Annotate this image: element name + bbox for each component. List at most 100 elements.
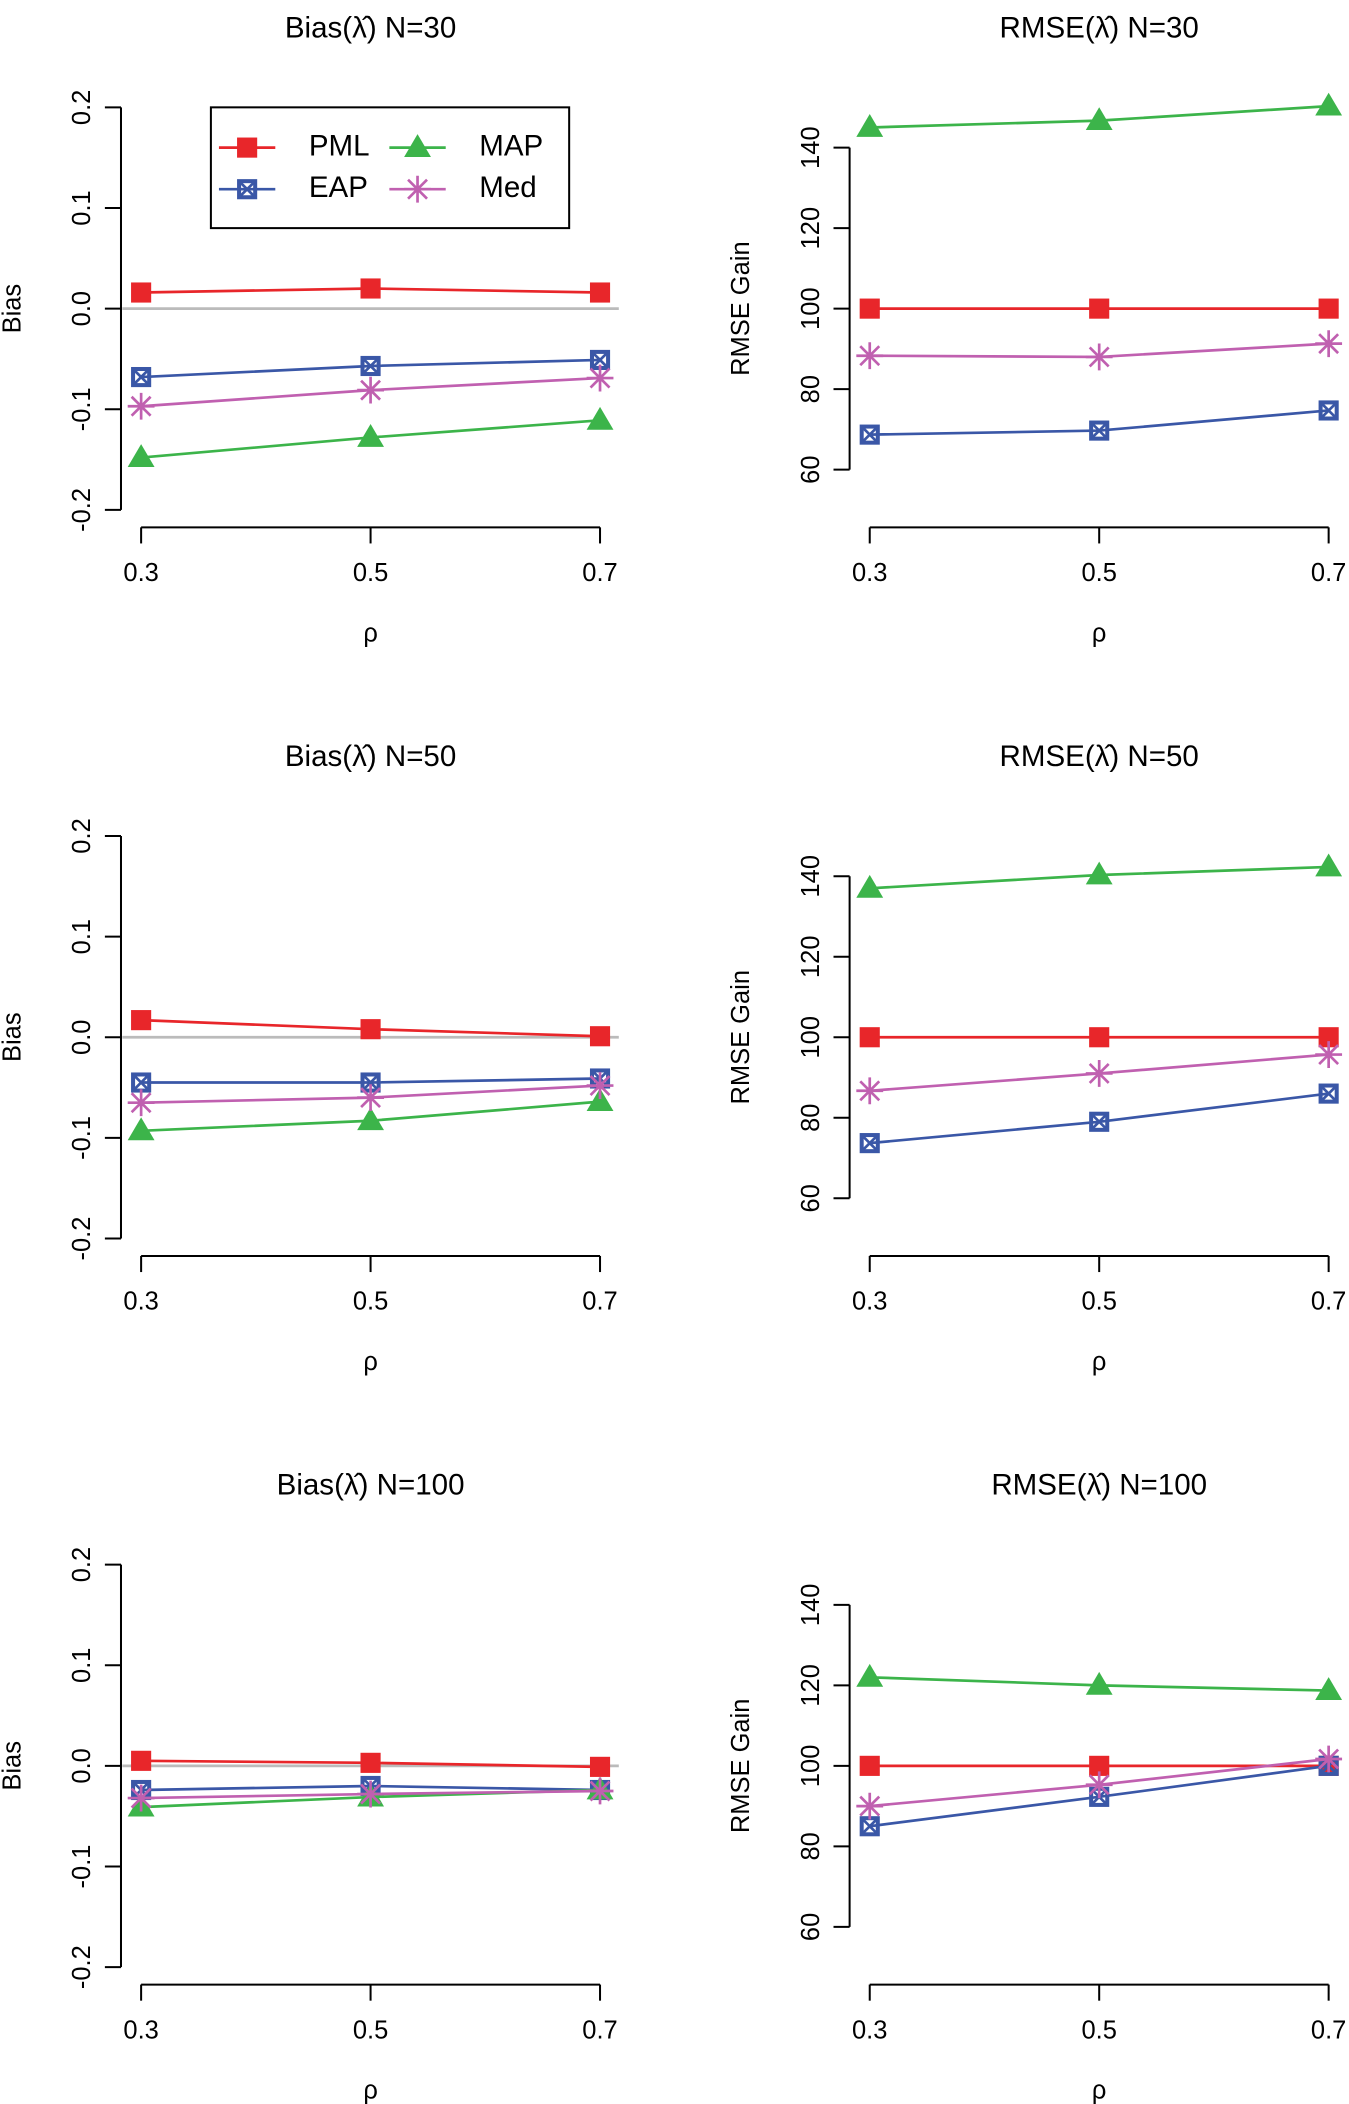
marker-triangle bbox=[856, 114, 884, 137]
marker-asterisk bbox=[1315, 1041, 1343, 1068]
marker-square bbox=[859, 1027, 880, 1048]
marker-star bbox=[127, 392, 155, 420]
marker-asterisk bbox=[856, 1077, 884, 1105]
marker-cross bbox=[1319, 1084, 1338, 1103]
marker-triangle bbox=[586, 1088, 614, 1112]
marker-star bbox=[586, 1072, 614, 1099]
marker-asterisk bbox=[1085, 343, 1113, 371]
marker-star bbox=[127, 1089, 155, 1117]
marker-square bbox=[1318, 298, 1339, 319]
marker-triangle bbox=[127, 444, 155, 467]
marker-cross bbox=[132, 368, 151, 387]
y-tick-label: 80 bbox=[797, 1832, 825, 1860]
chart-title: RMSE(λ̂) N=50 bbox=[1000, 740, 1199, 773]
marker-square bbox=[360, 1752, 381, 1773]
marker-star bbox=[127, 1784, 155, 1812]
y-tick-label: -0.2 bbox=[68, 1217, 96, 1261]
marker-square bbox=[131, 1750, 152, 1771]
x-tick-label: 0.5 bbox=[353, 2016, 388, 2044]
marker-asterisk bbox=[357, 1084, 384, 1112]
legend-marker bbox=[237, 137, 258, 158]
marker-triangle bbox=[357, 1107, 384, 1131]
marker-square bbox=[360, 278, 381, 299]
marker-box bbox=[1089, 420, 1110, 441]
x-tick-label: 0.3 bbox=[123, 559, 158, 587]
marker-square bbox=[1089, 1755, 1110, 1776]
marker-square bbox=[589, 1756, 611, 1777]
marker-square bbox=[1089, 1027, 1110, 1048]
marker-asterisk bbox=[357, 376, 384, 404]
marker-box-x bbox=[1318, 400, 1339, 421]
y-tick-label: 80 bbox=[797, 375, 825, 403]
marker-star bbox=[404, 175, 431, 203]
marker-box bbox=[1089, 1111, 1110, 1132]
y-tick-label: 100 bbox=[797, 1016, 825, 1059]
marker-star bbox=[357, 1780, 384, 1808]
legend-label: MAP bbox=[479, 129, 543, 162]
y-tick-label: 0.0 bbox=[68, 1748, 96, 1783]
y-axis-label: Bias bbox=[0, 1012, 26, 1062]
y-tick-label: 140 bbox=[797, 1584, 825, 1627]
x-axis-label: ρ bbox=[1092, 1348, 1107, 1376]
y-axis-label: Bias bbox=[0, 284, 26, 334]
y-tick-label: 0.0 bbox=[68, 291, 96, 326]
marker-square bbox=[1318, 1027, 1339, 1048]
marker-cross bbox=[132, 1073, 151, 1092]
y-tick-label: 0.1 bbox=[68, 919, 96, 954]
marker-star bbox=[1085, 1771, 1113, 1799]
marker-star bbox=[1315, 1041, 1343, 1068]
marker-star bbox=[856, 342, 884, 370]
marker-star bbox=[586, 364, 614, 392]
y-tick-label: 0.2 bbox=[68, 90, 96, 125]
x-axis-label: ρ bbox=[363, 2077, 378, 2104]
y-tick-label: 140 bbox=[797, 126, 825, 169]
marker-asterisk bbox=[127, 1089, 155, 1117]
marker-box bbox=[131, 366, 152, 388]
marker-asterisk bbox=[586, 364, 614, 392]
chart-title: Bias(λ̂) N=100 bbox=[277, 1469, 465, 1502]
y-tick-label: 120 bbox=[797, 1664, 825, 1707]
series-line bbox=[869, 1092, 1329, 1145]
y-axis-label: Bias bbox=[0, 1741, 26, 1791]
marker-asterisk bbox=[586, 1777, 614, 1805]
marker-cross bbox=[1090, 421, 1109, 440]
y-tick-label: 120 bbox=[797, 207, 825, 250]
marker-star bbox=[1315, 330, 1343, 358]
marker-box-x bbox=[131, 366, 152, 388]
marker-cross bbox=[860, 1134, 879, 1153]
y-tick-label: 80 bbox=[797, 1104, 825, 1132]
marker-asterisk bbox=[1085, 1060, 1113, 1087]
x-tick-label: 0.5 bbox=[1081, 2016, 1116, 2044]
marker-asterisk bbox=[856, 342, 884, 370]
x-tick-label: 0.5 bbox=[353, 1288, 388, 1316]
legend-label: Med bbox=[479, 171, 536, 204]
marker-box bbox=[1318, 1083, 1339, 1104]
marker-asterisk bbox=[1315, 1745, 1343, 1773]
chart-title: RMSE(λ̂) N=30 bbox=[1000, 11, 1199, 44]
marker-cross bbox=[860, 1817, 879, 1836]
y-tick-label: -0.1 bbox=[68, 1116, 96, 1160]
x-tick-label: 0.3 bbox=[123, 2016, 158, 2044]
marker-square bbox=[859, 298, 880, 319]
marker-box bbox=[1318, 400, 1339, 421]
chart-title: Bias(λ̂) N=50 bbox=[285, 740, 456, 773]
marker-triangle bbox=[127, 1117, 155, 1141]
y-tick-label: 60 bbox=[797, 455, 825, 483]
y-axis-label: RMSE Gain bbox=[727, 970, 755, 1105]
chart-title: RMSE(λ̂) N=100 bbox=[991, 1469, 1207, 1502]
marker-asterisk bbox=[1315, 330, 1343, 358]
marker-triangle bbox=[1085, 861, 1113, 885]
y-tick-label: 140 bbox=[797, 855, 825, 898]
marker-box bbox=[237, 179, 258, 200]
x-tick-label: 0.3 bbox=[852, 1288, 887, 1316]
marker-triangle bbox=[856, 874, 884, 898]
marker-asterisk bbox=[127, 392, 155, 420]
marker-triangle bbox=[1315, 853, 1343, 877]
marker-triangle bbox=[1085, 107, 1113, 131]
x-tick-label: 0.7 bbox=[1311, 559, 1346, 587]
marker-star bbox=[586, 1777, 614, 1805]
marker-asterisk bbox=[357, 1780, 384, 1808]
x-tick-label: 0.7 bbox=[1311, 1288, 1346, 1316]
marker-box-x bbox=[859, 1133, 880, 1154]
marker-cross bbox=[1319, 401, 1338, 420]
